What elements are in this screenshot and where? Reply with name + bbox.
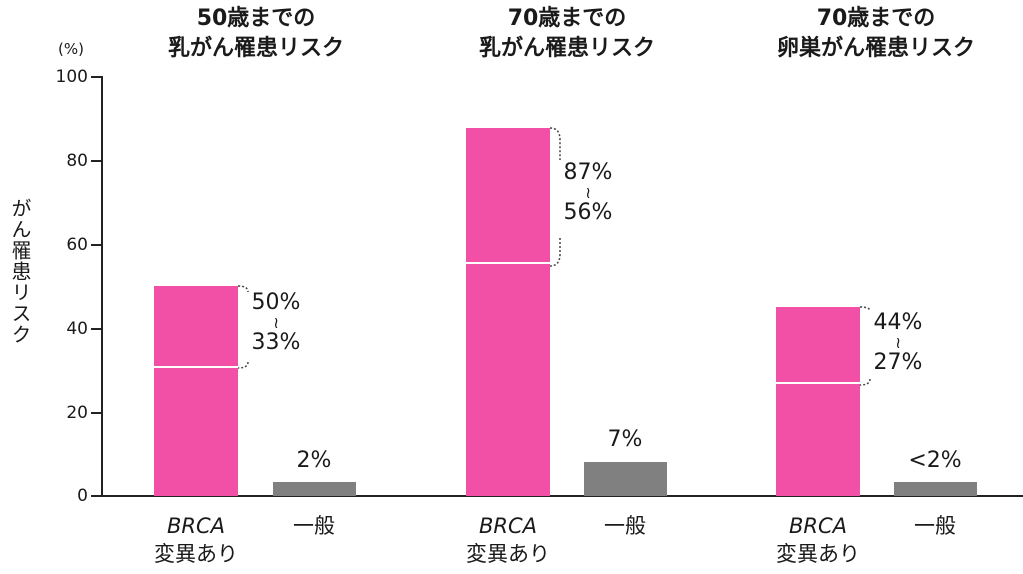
general-value-label: 2% <box>296 448 332 473</box>
category-line: 変異あり <box>776 542 860 566</box>
brca-category-label: BRCA 変異あり <box>758 512 878 568</box>
general-category-label: 一般 <box>914 514 956 538</box>
y-axis-label: がん罹患リスク <box>8 198 32 345</box>
range-low: 33% <box>251 330 301 355</box>
range-tilde: ~ <box>579 186 598 200</box>
group-2-title: 70歳までの 乳がん罹患リスク <box>437 4 697 64</box>
general-bar <box>273 482 356 496</box>
general-value-label: 7% <box>607 427 643 452</box>
range-brace-icon <box>550 127 561 267</box>
low-range-divider <box>776 382 860 384</box>
title-line: 乳がん罹患リスク <box>478 36 655 61</box>
y-axis <box>101 76 103 497</box>
y-tick <box>91 412 101 414</box>
brca-range-label: 87% ~ 56% <box>558 160 618 226</box>
range-tilde: ~ <box>267 316 286 330</box>
brca-category-label: BRCA 変異あり <box>136 512 256 568</box>
range-high: 44% <box>873 310 923 335</box>
group-1-title: 50歳までの 乳がん罹患リスク <box>126 4 386 64</box>
general-category-label: 一般 <box>293 514 335 538</box>
y-tick-label: 20 <box>66 403 88 423</box>
brca-range-label: 50% ~ 33% <box>246 290 306 356</box>
brca-bar <box>466 128 550 496</box>
y-tick <box>91 495 101 497</box>
y-tick-label: 0 <box>77 486 88 506</box>
y-tick <box>91 244 101 246</box>
brca-range-label: 44% ~ 27% <box>868 310 928 376</box>
y-tick <box>91 76 101 78</box>
range-low: 56% <box>563 200 613 225</box>
low-range-divider <box>466 262 550 264</box>
title-line: 卵巣がん罹患リスク <box>776 36 975 61</box>
title-line: 70歳までの <box>507 6 627 31</box>
y-tick <box>91 160 101 162</box>
group-3-title: 70歳までの 卵巣がん罹患リスク <box>746 4 1006 64</box>
general-value-label: <2% <box>908 448 962 473</box>
brca-bar <box>154 286 238 496</box>
title-line: 70歳までの <box>816 6 936 31</box>
y-unit-label: (%) <box>58 40 84 58</box>
brca-bar <box>776 307 860 496</box>
category-line: 変異あり <box>466 542 550 566</box>
title-line: 50歳までの <box>196 6 316 31</box>
category-line: BRCA <box>166 514 226 538</box>
brca-category-label: BRCA 変異あり <box>448 512 568 568</box>
category-line: 変異あり <box>154 542 238 566</box>
y-tick-label: 80 <box>66 151 88 171</box>
y-tick-label: 40 <box>66 319 88 339</box>
y-tick-label: 60 <box>66 235 88 255</box>
general-category-label: 一般 <box>604 514 646 538</box>
general-bar <box>894 482 977 496</box>
range-brace-icon <box>238 285 249 369</box>
range-high: 87% <box>563 160 613 185</box>
category-line: BRCA <box>478 514 538 538</box>
category-line: BRCA <box>788 514 848 538</box>
low-range-divider <box>154 366 238 368</box>
y-tick <box>91 328 101 330</box>
range-brace-icon <box>860 306 871 386</box>
range-low: 27% <box>873 350 923 375</box>
x-axis <box>101 495 1023 497</box>
y-tick-label: 100 <box>55 67 88 87</box>
general-bar <box>584 462 667 496</box>
title-line: 乳がん罹患リスク <box>167 36 344 61</box>
range-tilde: ~ <box>889 336 908 350</box>
range-high: 50% <box>251 290 301 315</box>
